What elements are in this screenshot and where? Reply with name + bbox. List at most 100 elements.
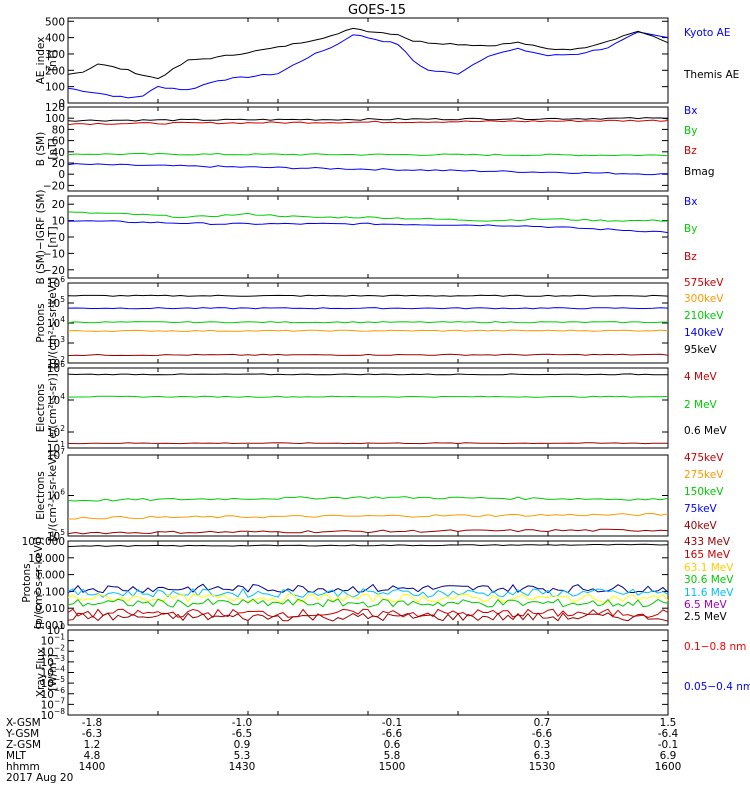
series-line	[67, 27, 669, 80]
y-axis-label: Protons	[21, 563, 33, 602]
legend-label: 0.1−0.8 nm	[684, 641, 746, 653]
series-line	[67, 163, 669, 176]
panel-1: 0 100 200 300 400 500 AE_index [nT] Kyoto AE Them…	[35, 16, 739, 110]
footer-value: 1530	[529, 761, 556, 773]
y-axis-label: [nT]	[47, 138, 59, 159]
series-line	[67, 496, 669, 502]
y-axis-label: [W/m²]	[47, 654, 59, 691]
figure-title: GOES-15	[348, 3, 406, 18]
y-tick-label: 200	[45, 65, 65, 77]
series-line	[67, 329, 669, 333]
footer-value: -6.6	[532, 728, 553, 740]
footer-value: -0.1	[658, 739, 679, 751]
footer-value: 1500	[379, 761, 406, 773]
y-tick-label: 106	[47, 360, 65, 375]
footer-value: 1.2	[84, 739, 101, 751]
y-tick-exponent: −4	[54, 665, 65, 674]
legend-label: 75keV	[684, 503, 718, 515]
footer-row-label: MLT	[6, 750, 26, 762]
y-tick-exponent: 1	[60, 440, 65, 449]
y-tick-label: 40	[52, 147, 65, 159]
y-tick-exponent: −8	[54, 707, 65, 716]
series-line	[67, 598, 669, 608]
y-tick-exponent: 6	[60, 488, 65, 497]
y-axis-label: [p/(cm²-s-sr-keV)]	[47, 277, 59, 369]
panel-8: 10−810−710−610−510−410−310−210−1100Xray …	[35, 622, 750, 722]
y-tick-label: 10.000	[28, 553, 65, 565]
panel-frame	[67, 195, 669, 279]
y-tick-exponent: 0	[60, 622, 65, 631]
y-axis-label: Electrons	[35, 384, 47, 433]
legend-label: Bmag	[684, 166, 715, 178]
y-tick-exponent: −5	[54, 675, 65, 684]
footer-value: 4.8	[84, 750, 101, 762]
y-tick-exponent: 5	[60, 295, 65, 304]
y-axis-label: [p/(cm²-s-sr-keV)]	[33, 537, 45, 629]
footer-value: 5.3	[234, 750, 251, 762]
y-tick-label: 500	[45, 16, 65, 28]
y-tick-label: 400	[45, 33, 65, 45]
legend-label: 150keV	[684, 486, 724, 498]
legend-label: Kyoto AE	[684, 27, 730, 39]
y-axis-label: AE_index	[35, 37, 47, 85]
legend-label: Bz	[684, 145, 697, 157]
y-axis-label: Electrons	[35, 471, 47, 520]
series-line	[67, 117, 669, 122]
footer-value: 0.9	[234, 739, 251, 751]
y-tick-label: 100	[45, 82, 65, 94]
y-tick-exponent: 6	[60, 275, 65, 284]
y-tick-exponent: −1	[54, 633, 65, 642]
series-line	[67, 593, 669, 603]
footer-value: -6.5	[232, 728, 253, 740]
legend-label: 6.5 MeV	[684, 599, 728, 611]
panel-frame	[67, 367, 669, 449]
legend-label: 11.6 MeV	[684, 587, 734, 599]
series-line	[67, 373, 669, 376]
y-axis-label: Xray Flux	[35, 648, 47, 697]
y-tick-label: 20	[52, 199, 65, 211]
footer-value: 1.5	[660, 717, 677, 729]
footer-value: 6.9	[660, 750, 677, 762]
y-axis-label: [e/(cm²-s-sr)]	[47, 373, 59, 442]
legend-label: 30.6 MeV	[684, 574, 734, 586]
legend-label: 165 MeV	[684, 549, 731, 561]
series-line	[67, 543, 669, 547]
y-tick-exponent: 3	[60, 335, 65, 344]
y-tick-label: −20	[43, 180, 65, 192]
y-axis-label: B (SM)	[35, 132, 47, 166]
footer-row-label: X-GSM	[6, 717, 41, 729]
legend-label: 2 MeV	[684, 399, 718, 411]
panel-3: −20 −10 0 10 20 B (SM)−IGRF (SM) [nT] Bx By Bz	[35, 189, 697, 284]
y-tick-label: 300	[45, 49, 65, 61]
y-tick-exponent: −3	[54, 654, 65, 663]
legend-label: 0.05−0.4 nm	[684, 681, 750, 693]
footer-value: -1.0	[232, 717, 253, 729]
footer-value: 6.3	[534, 750, 551, 762]
y-axis-label: [nT]	[47, 50, 59, 71]
series-line	[67, 294, 669, 297]
footer-value: -0.1	[382, 717, 403, 729]
y-tick-exponent: 2	[60, 424, 65, 433]
series-line	[67, 612, 669, 622]
footer-row-label: Z-GSM	[6, 739, 41, 751]
series-line	[67, 442, 669, 445]
y-tick-label: −10	[43, 248, 65, 260]
series-line	[67, 353, 669, 357]
footer-date: 2017 Aug 20	[6, 772, 73, 784]
footer-value: 1430	[229, 761, 256, 773]
legend-label: By	[684, 223, 697, 235]
footer-value: 0.3	[534, 739, 551, 751]
y-tick-label: 1.000	[35, 570, 65, 582]
footer-row-label: hhmm	[6, 761, 40, 773]
legend-label: 575keV	[684, 277, 724, 289]
y-tick-exponent: 2	[60, 355, 65, 364]
y-axis-label: [nT]	[47, 226, 59, 247]
footer-value: -6.4	[658, 728, 679, 740]
footer-value: 0.7	[534, 717, 551, 729]
y-axis-label: [e/(cm²-s-sr-keV)]	[47, 450, 59, 542]
footer-value: -6.3	[82, 728, 103, 740]
